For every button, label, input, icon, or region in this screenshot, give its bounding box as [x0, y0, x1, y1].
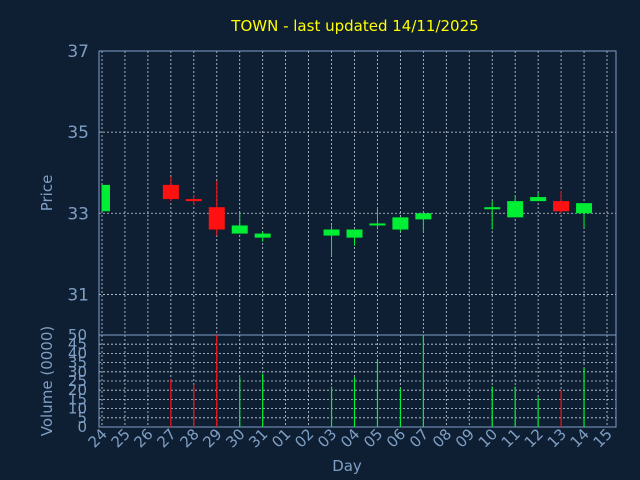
- candle: [392, 217, 409, 232]
- candle: [208, 180, 225, 236]
- price-y-ticks: 31 33 35 37: [67, 42, 89, 305]
- candlesticks: [101, 176, 593, 256]
- volume-y-tick-label: 5: [77, 409, 87, 427]
- volume-panel-frame: [98, 334, 617, 428]
- candle: [530, 193, 547, 202]
- candle-body: [576, 203, 593, 214]
- volume-bars: [170, 335, 585, 427]
- candle-body: [208, 207, 225, 230]
- candle: [323, 225, 340, 256]
- price-y-tick-label: 35: [67, 123, 89, 143]
- volume-y-tick-label: 25: [68, 372, 87, 390]
- candle: [553, 190, 570, 214]
- candle-body: [185, 199, 202, 202]
- candle-body: [162, 184, 179, 200]
- candle-body: [392, 217, 409, 230]
- x-axis-label: Day: [332, 457, 362, 475]
- volume-y-tick-label: 50: [68, 326, 87, 344]
- volume-y-tick-label: 30: [68, 363, 87, 381]
- x-ticks: 2425262728293031010203040506070809101112…: [85, 425, 616, 451]
- volume-y-tick-label: 15: [68, 390, 87, 408]
- candle: [231, 213, 248, 234]
- candle: [415, 211, 432, 232]
- volume-y-tick-label: 45: [68, 335, 87, 353]
- price-y-tick-label: 33: [67, 204, 89, 224]
- candle-body: [346, 229, 363, 238]
- candle-body: [507, 201, 524, 218]
- candle: [101, 184, 110, 212]
- candle: [162, 176, 179, 202]
- chart-title: TOWN - last updated 14/11/2025: [230, 17, 478, 35]
- candle: [576, 203, 593, 228]
- candle-body: [254, 233, 271, 238]
- volume-y-tick-label: 35: [68, 354, 87, 372]
- candle-body: [415, 213, 432, 220]
- volume-y-tick-label: 0: [77, 418, 87, 436]
- volume-axis-label: Volume (0000): [38, 326, 56, 436]
- candle-body: [323, 229, 340, 236]
- volume-y-tick-label: 40: [68, 344, 87, 362]
- candle-body: [369, 223, 386, 226]
- price-y-tick-label: 37: [67, 42, 89, 62]
- candle: [254, 231, 271, 242]
- candle: [346, 229, 363, 246]
- price-y-tick-label: 31: [67, 285, 89, 305]
- price-axis-label: Price: [38, 175, 56, 212]
- candle-body: [484, 207, 501, 210]
- candle-body: [553, 201, 570, 212]
- candle-body: [530, 197, 547, 202]
- candle: [484, 201, 501, 230]
- candle: [507, 195, 524, 218]
- candle: [185, 195, 202, 206]
- candle-body: [231, 225, 248, 234]
- volume-y-tick-label: 20: [68, 381, 87, 399]
- candle-body: [102, 184, 110, 212]
- candle: [369, 207, 386, 230]
- volume-y-tick-label: 10: [68, 400, 87, 418]
